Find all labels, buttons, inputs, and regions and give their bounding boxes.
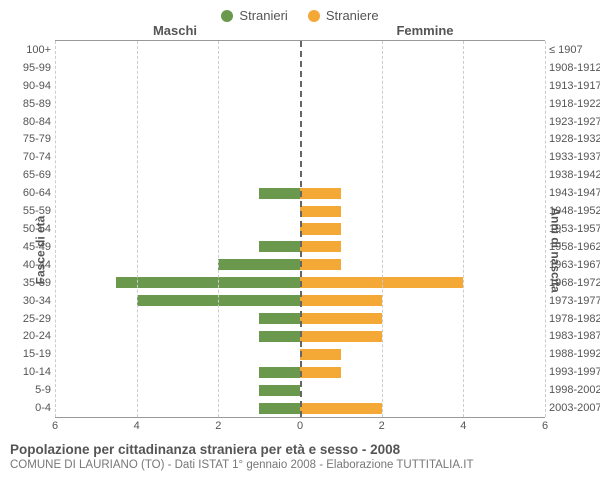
birth-label: 1978-1982 bbox=[549, 313, 600, 325]
age-label: 95-99 bbox=[3, 62, 51, 74]
age-label: 50-54 bbox=[3, 223, 51, 235]
birth-label: 1953-1957 bbox=[549, 223, 600, 235]
legend-dot-male bbox=[221, 10, 233, 22]
age-label: 10-14 bbox=[3, 366, 51, 378]
gridline bbox=[382, 41, 383, 417]
caption-title: Popolazione per cittadinanza straniera p… bbox=[10, 442, 590, 457]
bar-female bbox=[300, 295, 382, 306]
bar-female bbox=[300, 367, 341, 378]
gridline bbox=[218, 41, 219, 417]
birth-label: 1998-2002 bbox=[549, 384, 600, 396]
age-label: 70-74 bbox=[3, 151, 51, 163]
x-tick: 6 bbox=[542, 420, 548, 432]
age-label: 85-89 bbox=[3, 98, 51, 110]
age-label: 45-49 bbox=[3, 241, 51, 253]
birth-label: 1913-1917 bbox=[549, 80, 600, 92]
birth-label: 1968-1972 bbox=[549, 277, 600, 289]
bar-female bbox=[300, 403, 382, 414]
legend-label-female: Straniere bbox=[326, 8, 379, 23]
age-label: 5-9 bbox=[3, 384, 51, 396]
x-tick: 0 bbox=[297, 420, 303, 432]
birth-label: 1908-1912 bbox=[549, 62, 600, 74]
col-header-male: Maschi bbox=[0, 23, 300, 38]
age-label: 35-39 bbox=[3, 277, 51, 289]
age-label: 100+ bbox=[3, 44, 51, 56]
age-label: 65-69 bbox=[3, 169, 51, 181]
legend: Stranieri Straniere bbox=[0, 0, 600, 23]
birth-label: 1938-1942 bbox=[549, 169, 600, 181]
birth-label: ≤ 1907 bbox=[549, 44, 600, 56]
birth-label: 1973-1977 bbox=[549, 295, 600, 307]
bar-female bbox=[300, 331, 382, 342]
x-axis-ticks: 6 4 2 0 2 4 6 bbox=[55, 418, 545, 436]
bar-female bbox=[300, 188, 341, 199]
x-tick: 2 bbox=[215, 420, 221, 432]
bar-female bbox=[300, 313, 382, 324]
plot-area: 100+≤ 190795-991908-191290-941913-191785… bbox=[55, 40, 545, 418]
birth-label: 1988-1992 bbox=[549, 348, 600, 360]
age-label: 0-4 bbox=[3, 402, 51, 414]
legend-dot-female bbox=[308, 10, 320, 22]
column-headers: Maschi Femmine bbox=[0, 23, 600, 38]
bar-male bbox=[116, 277, 300, 288]
x-tick: 2 bbox=[379, 420, 385, 432]
birth-label: 1928-1932 bbox=[549, 133, 600, 145]
bar-male bbox=[259, 385, 300, 396]
bar-male bbox=[259, 313, 300, 324]
bar-male bbox=[259, 188, 300, 199]
bar-male bbox=[218, 259, 300, 270]
x-tick: 4 bbox=[460, 420, 466, 432]
bar-female bbox=[300, 223, 341, 234]
birth-label: 1948-1952 bbox=[549, 205, 600, 217]
bar-female bbox=[300, 241, 341, 252]
gridline bbox=[300, 41, 302, 417]
age-label: 20-24 bbox=[3, 330, 51, 342]
age-label: 30-34 bbox=[3, 295, 51, 307]
gridline bbox=[55, 41, 56, 417]
age-label: 25-29 bbox=[3, 313, 51, 325]
bar-male bbox=[259, 241, 300, 252]
bar-male bbox=[259, 331, 300, 342]
birth-label: 1918-1922 bbox=[549, 98, 600, 110]
legend-item-male: Stranieri bbox=[221, 8, 287, 23]
age-label: 90-94 bbox=[3, 80, 51, 92]
birth-label: 1958-1962 bbox=[549, 241, 600, 253]
bar-female bbox=[300, 259, 341, 270]
birth-label: 1933-1937 bbox=[549, 151, 600, 163]
legend-item-female: Straniere bbox=[308, 8, 379, 23]
col-header-female: Femmine bbox=[300, 23, 600, 38]
birth-label: 1923-1927 bbox=[549, 116, 600, 128]
birth-label: 2003-2007 bbox=[549, 402, 600, 414]
caption: Popolazione per cittadinanza straniera p… bbox=[0, 436, 600, 471]
bar-male bbox=[259, 367, 300, 378]
pyramid-chart: Stranieri Straniere Maschi Femmine Fasce… bbox=[0, 0, 600, 500]
birth-label: 1943-1947 bbox=[549, 187, 600, 199]
bar-female bbox=[300, 349, 341, 360]
x-tick: 4 bbox=[134, 420, 140, 432]
x-tick: 6 bbox=[52, 420, 58, 432]
age-label: 40-44 bbox=[3, 259, 51, 271]
birth-label: 1963-1967 bbox=[549, 259, 600, 271]
gridline bbox=[463, 41, 464, 417]
bar-female bbox=[300, 206, 341, 217]
age-label: 55-59 bbox=[3, 205, 51, 217]
birth-label: 1993-1997 bbox=[549, 366, 600, 378]
caption-subtitle: COMUNE DI LAURIANO (TO) - Dati ISTAT 1° … bbox=[10, 459, 590, 471]
gridline bbox=[545, 41, 546, 417]
birth-label: 1983-1987 bbox=[549, 330, 600, 342]
age-label: 15-19 bbox=[3, 348, 51, 360]
age-label: 75-79 bbox=[3, 133, 51, 145]
age-label: 60-64 bbox=[3, 187, 51, 199]
bar-male bbox=[259, 403, 300, 414]
gridline bbox=[137, 41, 138, 417]
age-label: 80-84 bbox=[3, 116, 51, 128]
legend-label-male: Stranieri bbox=[239, 8, 287, 23]
